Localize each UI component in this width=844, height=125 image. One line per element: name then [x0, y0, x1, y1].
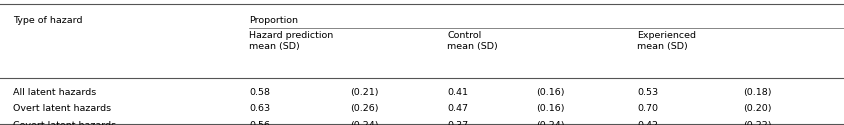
- Text: (0.21): (0.21): [350, 88, 379, 97]
- Text: Experienced
mean (SD): Experienced mean (SD): [637, 31, 696, 51]
- Text: (0.24): (0.24): [350, 121, 379, 125]
- Text: All latent hazards: All latent hazards: [13, 88, 96, 97]
- Text: 0.41: 0.41: [447, 88, 468, 97]
- Text: (0.20): (0.20): [743, 104, 771, 113]
- Text: 0.63: 0.63: [249, 104, 270, 113]
- Text: 0.53: 0.53: [637, 88, 658, 97]
- Text: Covert latent hazards: Covert latent hazards: [13, 121, 116, 125]
- Text: 0.70: 0.70: [637, 104, 658, 113]
- Text: Hazard prediction
mean (SD): Hazard prediction mean (SD): [249, 31, 333, 51]
- Text: (0.16): (0.16): [536, 88, 565, 97]
- Text: Overt latent hazards: Overt latent hazards: [13, 104, 111, 113]
- Text: 0.42: 0.42: [637, 121, 658, 125]
- Text: 0.37: 0.37: [447, 121, 468, 125]
- Text: 0.58: 0.58: [249, 88, 270, 97]
- Text: (0.26): (0.26): [350, 104, 379, 113]
- Text: Type of hazard: Type of hazard: [13, 16, 82, 25]
- Text: Control
mean (SD): Control mean (SD): [447, 31, 498, 51]
- Text: (0.16): (0.16): [536, 104, 565, 113]
- Text: 0.47: 0.47: [447, 104, 468, 113]
- Text: 0.56: 0.56: [249, 121, 270, 125]
- Text: (0.18): (0.18): [743, 88, 771, 97]
- Text: (0.22): (0.22): [743, 121, 771, 125]
- Text: Proportion: Proportion: [249, 16, 298, 25]
- Text: (0.24): (0.24): [536, 121, 565, 125]
